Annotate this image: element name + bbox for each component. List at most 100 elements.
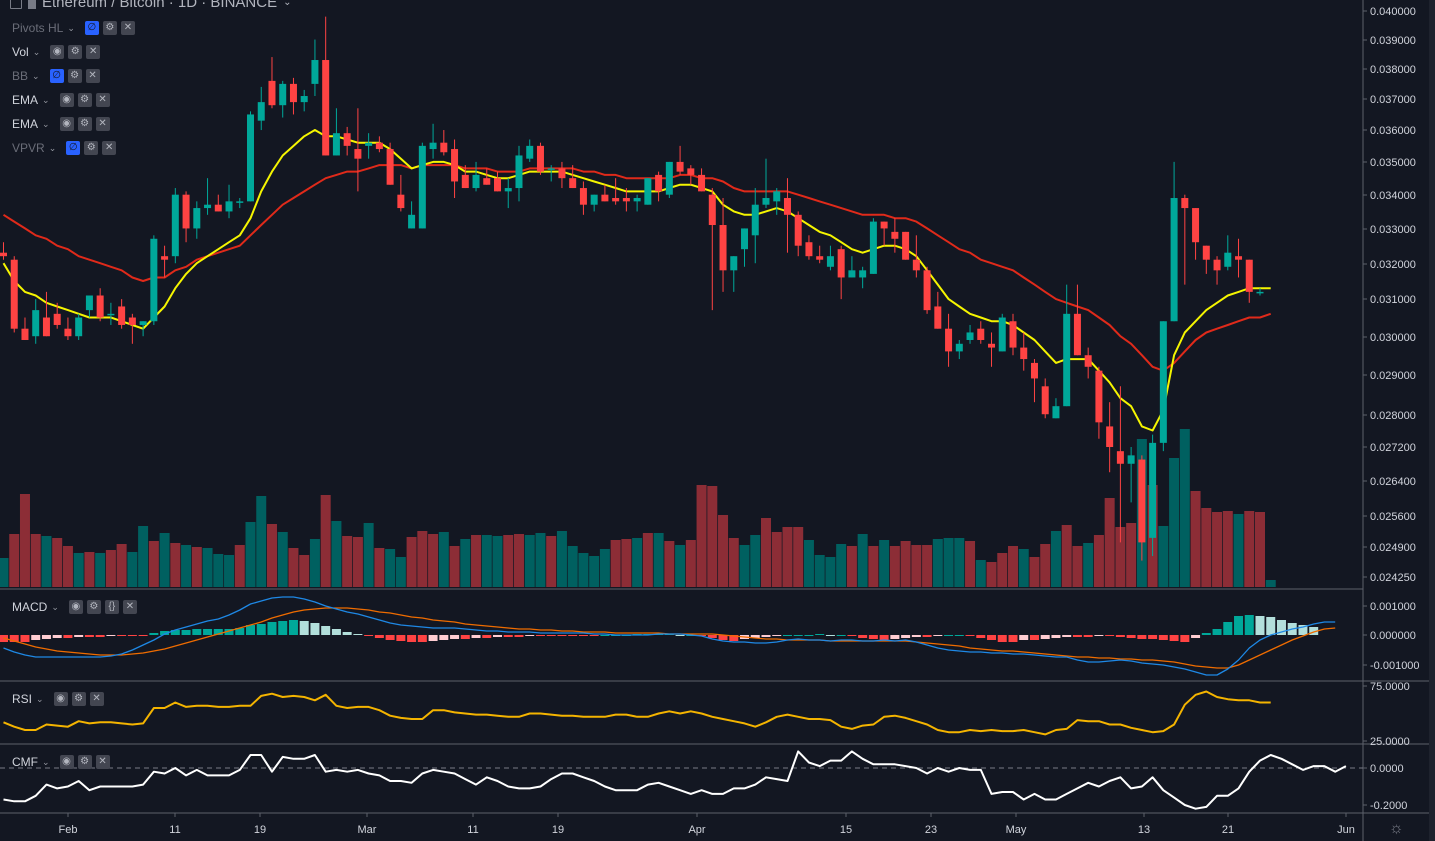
rsi-line (3, 690, 1271, 736)
indicator-tick: 25.0000 (1370, 736, 1410, 748)
price-tick: 0.035000 (1370, 157, 1416, 169)
candles (0, 16, 1264, 561)
chevron-down-icon[interactable]: ⌄ (51, 601, 59, 612)
close-icon[interactable]: ✕ (95, 755, 110, 769)
close-icon[interactable]: ✕ (120, 21, 135, 35)
price-tick: 0.025600 (1370, 511, 1416, 523)
close-icon[interactable]: ✕ (86, 45, 101, 59)
price-tick: 0.026400 (1370, 476, 1416, 488)
eye-icon[interactable]: ◉ (68, 600, 83, 614)
indicator-name[interactable]: CMF (12, 755, 38, 769)
chevron-down-icon[interactable]: ⌄ (32, 70, 40, 81)
date-tick: 19 (552, 824, 564, 836)
price-tick: 0.024250 (1370, 572, 1416, 584)
chevron-down-icon[interactable]: ⌄ (42, 118, 50, 129)
price-tick: 0.028000 (1370, 410, 1416, 422)
eye-icon[interactable]: ◉ (59, 755, 74, 769)
date-tick: May (1006, 824, 1027, 836)
date-tick: 11 (467, 824, 478, 836)
gear-icon[interactable]: ⚙ (102, 21, 117, 35)
close-icon[interactable]: ✕ (89, 692, 104, 706)
gear-icon[interactable]: ⚙ (67, 69, 82, 83)
chevron-down-icon[interactable]: ⌄ (67, 22, 75, 33)
indicator-name[interactable]: Pivots HL (12, 21, 64, 35)
price-tick: 0.030000 (1370, 332, 1416, 344)
indicator-name[interactable]: Vol (12, 45, 29, 59)
price-tick: 0.029000 (1370, 370, 1416, 382)
exchange-logo-icon (28, 0, 36, 9)
gear-icon[interactable]: ⚙ (77, 755, 92, 769)
date-tick: Feb (59, 824, 78, 836)
indicator-name[interactable]: RSI (12, 692, 33, 706)
date-tick: 13 (1138, 824, 1150, 836)
chevron-down-icon[interactable]: ⌄ (32, 46, 41, 57)
close-icon[interactable]: ✕ (102, 141, 117, 155)
indicator-name[interactable]: VPVR (12, 141, 45, 155)
legend-ema[interactable]: EMA ⌄ ◉ ⚙ ✕ (12, 115, 110, 133)
date-tick: 15 (840, 824, 852, 836)
eye-off-icon[interactable]: ∅ (49, 69, 64, 83)
eye-off-icon[interactable]: ∅ (66, 141, 81, 155)
chevron-down-icon[interactable]: ⌄ (283, 0, 292, 8)
indicator-name[interactable]: MACD (12, 600, 48, 614)
ema-slow-line (2, 164, 1272, 372)
eye-off-icon[interactable]: ∅ (84, 21, 99, 35)
chevron-down-icon[interactable]: ⌄ (42, 756, 50, 767)
gear-icon[interactable]: ☼ (1389, 820, 1404, 837)
chevron-down-icon[interactable]: ⌄ (42, 94, 50, 105)
symbol-title[interactable]: Ethereum / Bitcoin · 1D · BINANCE (42, 0, 278, 11)
price-tick: 0.037000 (1370, 94, 1416, 106)
legend-vpvr[interactable]: VPVR ⌄ ∅ ⚙ ✕ (12, 139, 117, 157)
price-tick: 0.034000 (1370, 190, 1416, 202)
source-code-icon[interactable]: {} (104, 600, 119, 614)
indicator-name[interactable]: BB (12, 69, 29, 83)
eye-icon[interactable]: ◉ (50, 45, 65, 59)
cmf-line (3, 750, 1347, 810)
price-tick: 0.031000 (1370, 294, 1416, 306)
price-tick: 0.033000 (1370, 224, 1416, 236)
legend-pivots-hl[interactable]: Pivots HL ⌄ ∅ ⚙ ✕ (12, 19, 135, 37)
eye-icon[interactable]: ◉ (59, 117, 74, 131)
macd-histogram (0, 615, 1319, 642)
indicator-name[interactable]: EMA (12, 117, 39, 131)
chevron-down-icon[interactable]: ⌄ (48, 142, 57, 153)
date-tick: 23 (925, 824, 937, 836)
chevron-down-icon[interactable]: ⌄ (36, 693, 44, 704)
close-icon[interactable]: ✕ (95, 93, 110, 107)
date-tick: Apr (688, 824, 705, 836)
gear-icon[interactable]: ⚙ (86, 600, 101, 614)
price-tick: 0.038000 (1370, 64, 1416, 76)
close-icon[interactable]: ✕ (85, 69, 100, 83)
gear-icon[interactable]: ⚙ (84, 141, 99, 155)
indicator-tick: 0.001000 (1370, 601, 1416, 613)
gear-icon[interactable]: ⚙ (68, 45, 83, 59)
gear-icon[interactable]: ⚙ (77, 117, 92, 131)
ema-fast-line (2, 129, 1271, 432)
symbol-header: Ethereum / Bitcoin · 1D · BINANCE ⌄ (10, 0, 291, 11)
gear-icon[interactable]: ⚙ (77, 93, 92, 107)
legend-bb[interactable]: BB ⌄ ∅ ⚙ ✕ (12, 67, 100, 85)
close-icon[interactable]: ✕ (95, 117, 110, 131)
price-tick: 0.040000 (1370, 6, 1416, 18)
legend-ema[interactable]: EMA ⌄ ◉ ⚙ ✕ (12, 91, 110, 109)
volume-bars (0, 429, 1276, 587)
close-icon[interactable]: ✕ (122, 600, 137, 614)
price-tick: 0.036000 (1370, 125, 1416, 137)
price-tick: 0.032000 (1370, 259, 1416, 271)
legend-macd[interactable]: MACD ⌄ ◉ ⚙{} ✕ (12, 598, 137, 616)
date-tick: Jun (1337, 824, 1355, 836)
price-tick: 0.024900 (1370, 542, 1416, 554)
price-tick: 0.039000 (1370, 35, 1416, 47)
gear-icon[interactable]: ⚙ (71, 692, 86, 706)
indicator-name[interactable]: EMA (12, 93, 39, 107)
collapse-icon[interactable] (10, 0, 22, 9)
macd-line (3, 596, 1336, 676)
eye-icon[interactable]: ◉ (53, 692, 68, 706)
legend-rsi[interactable]: RSI ⌄ ◉ ⚙ ✕ (12, 690, 104, 708)
legend-cmf[interactable]: CMF ⌄ ◉ ⚙ ✕ (12, 753, 110, 771)
eye-icon[interactable]: ◉ (59, 93, 74, 107)
date-tick: Mar (358, 824, 377, 836)
legend-vol[interactable]: Vol ⌄ ◉ ⚙ ✕ (12, 43, 101, 61)
date-tick: 21 (1222, 824, 1234, 836)
